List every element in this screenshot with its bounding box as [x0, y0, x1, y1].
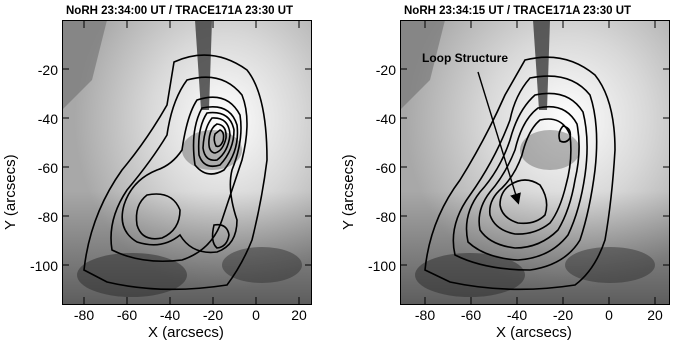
contour-line: [211, 223, 230, 249]
dark-patch: [222, 247, 302, 283]
contour-line: [135, 193, 181, 240]
x-tick-label: -60: [460, 307, 482, 323]
contour-line: [121, 96, 242, 254]
dark-patch: [415, 253, 525, 297]
y-tick-label: -40: [37, 111, 58, 127]
y-axis-ticks: [62, 68, 312, 266]
contour-line: [110, 76, 248, 263]
y-tick-label: -60: [37, 160, 58, 176]
contour-line: [197, 111, 235, 168]
x-tick-label: 0: [605, 307, 613, 323]
contour-line: [478, 105, 580, 249]
left-y-axis-label: Y (arcsecs): [2, 154, 19, 230]
y-tick-label: -20: [375, 62, 396, 78]
plot-frame: [62, 20, 312, 305]
x-tick-label: -40: [506, 307, 528, 323]
y-tick-label: -100: [29, 258, 58, 274]
loop-structure-annotation: Loop Structure: [422, 51, 508, 65]
radio-contours: [83, 54, 268, 291]
right-panel-title: NoRH 23:34:15 UT / TRACE171A 23:30 UT: [404, 5, 632, 17]
contour-line: [213, 129, 225, 148]
contour-line: [465, 92, 588, 261]
y-tick-label: -40: [375, 111, 396, 127]
right-y-axis-label: Y (arcsecs): [340, 154, 357, 230]
y-tick-label: -100: [367, 258, 396, 274]
x-tick-label: 0: [252, 307, 260, 323]
y-axis-ticks: [400, 68, 670, 266]
x-tick-label: -20: [202, 307, 224, 323]
left-panel-title: NoRH 23:34:00 UT / TRACE171A 23:30 UT: [66, 5, 294, 17]
x-tick-label: 20: [291, 307, 307, 323]
left-x-axis-label: X (arcsecs): [148, 324, 224, 341]
x-axis-ticks: [83, 20, 300, 305]
dark-patch: [182, 130, 242, 170]
x-tick-label: -80: [414, 307, 436, 323]
dark-patch: [77, 253, 187, 297]
left-plot: [62, 20, 312, 305]
right-plot: [400, 20, 670, 305]
x-tick-label: -80: [73, 307, 95, 323]
dark-patch: [520, 130, 580, 170]
y-tick-label: -20: [37, 62, 58, 78]
annotation-arrow: [477, 71, 521, 205]
x-axis-ticks: [424, 20, 656, 305]
contour-line: [83, 54, 268, 291]
contour-line: [202, 117, 231, 162]
contour-line: [424, 56, 616, 291]
x-tick-label: -60: [116, 307, 138, 323]
contour-line: [499, 179, 548, 225]
x-tick-label: -40: [159, 307, 181, 323]
x-tick-label: 20: [647, 307, 663, 323]
contour-line: [488, 118, 572, 235]
contour-line: [452, 75, 598, 271]
contour-line: [208, 123, 227, 154]
y-tick-label: -80: [375, 209, 396, 225]
x-tick-label: -20: [552, 307, 574, 323]
plot-frame: [400, 20, 670, 305]
right-x-axis-label: X (arcsecs): [496, 324, 572, 341]
radio-contours: [424, 56, 616, 291]
contour-line: [558, 125, 572, 143]
y-tick-label: -80: [37, 209, 58, 225]
contour-line: [192, 106, 239, 175]
dark-patch: [565, 247, 655, 283]
y-tick-label: -60: [375, 160, 396, 176]
